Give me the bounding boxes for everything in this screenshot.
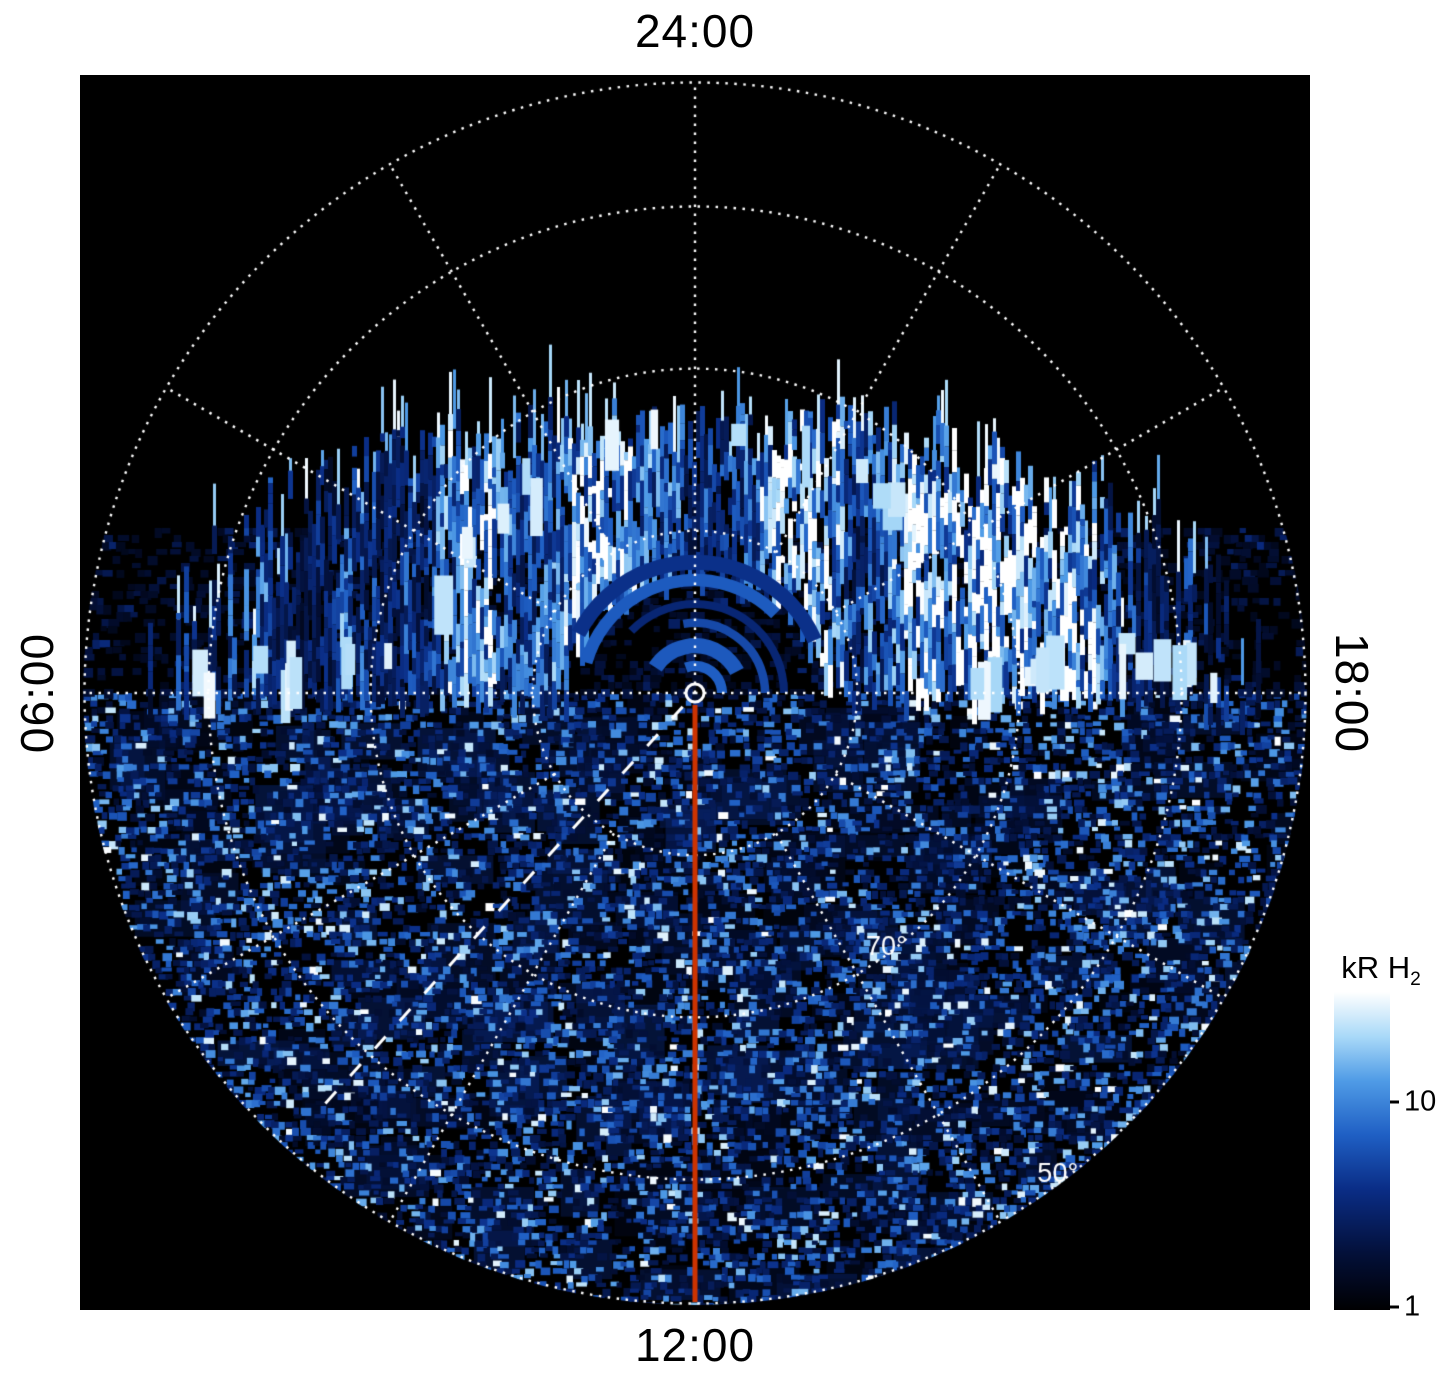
colorbar-gradient	[1334, 992, 1390, 1310]
colorbar-tickmark	[1390, 1100, 1399, 1104]
local-time-label-1800: 18:00	[1326, 632, 1378, 754]
colorbar-tickmark	[1390, 1305, 1399, 1309]
colorbar-tick-value: 10	[1404, 1085, 1437, 1118]
colorbar-tick-1: 1	[1390, 1290, 1420, 1323]
colorbar-label: kR H2	[1326, 950, 1436, 991]
colorbar-tick-value: 1	[1404, 1290, 1421, 1323]
colorbar-tick-10: 10	[1390, 1085, 1436, 1118]
colorbar-label-text: kR H	[1341, 950, 1411, 985]
local-time-label-2400: 24:00	[634, 5, 756, 57]
colorbar: kR H2 10 1	[1326, 950, 1446, 1322]
local-time-label-1200: 12:00	[634, 1319, 756, 1371]
colorbar-label-subscript: 2	[1410, 969, 1421, 991]
polar-aurora-plot	[80, 75, 1310, 1310]
local-time-label-0600: 06:00	[11, 632, 63, 754]
